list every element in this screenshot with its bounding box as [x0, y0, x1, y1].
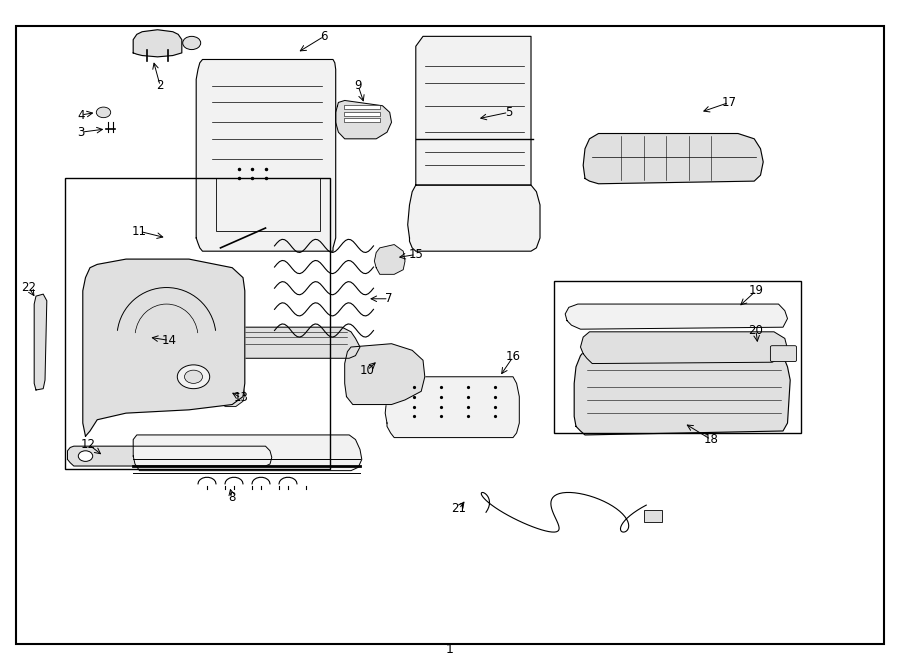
Polygon shape [416, 36, 531, 185]
Bar [554, 281, 801, 433]
Text: 21: 21 [452, 502, 466, 516]
Text: 15: 15 [409, 248, 423, 261]
Text: 9: 9 [355, 79, 362, 93]
Polygon shape [345, 344, 425, 405]
Text: 7: 7 [385, 292, 392, 305]
Text: 8: 8 [229, 490, 236, 504]
Bar [344, 112, 380, 116]
Text: 20: 20 [749, 324, 763, 337]
Text: 5: 5 [505, 106, 512, 119]
Text: 17: 17 [722, 96, 736, 109]
Text: 2: 2 [157, 79, 164, 93]
Circle shape [184, 370, 202, 383]
Bar [65, 178, 330, 469]
Polygon shape [133, 435, 362, 471]
Polygon shape [68, 446, 272, 466]
Polygon shape [196, 59, 336, 251]
Text: 13: 13 [234, 391, 248, 405]
Polygon shape [580, 332, 788, 364]
Bar [216, 178, 320, 231]
Polygon shape [385, 377, 519, 438]
Bar [344, 118, 380, 122]
Polygon shape [34, 294, 47, 390]
Text: 22: 22 [22, 281, 36, 294]
Text: 4: 4 [77, 108, 85, 122]
Polygon shape [133, 30, 182, 57]
Text: 18: 18 [704, 433, 718, 446]
Polygon shape [583, 134, 763, 184]
Text: 14: 14 [162, 334, 176, 347]
Polygon shape [374, 245, 405, 274]
Bar [344, 105, 380, 109]
Polygon shape [336, 100, 392, 139]
Text: 10: 10 [360, 364, 374, 377]
Polygon shape [408, 185, 540, 251]
Text: 12: 12 [81, 438, 95, 451]
Circle shape [177, 365, 210, 389]
Text: 3: 3 [77, 126, 85, 139]
Polygon shape [140, 327, 360, 358]
Polygon shape [220, 377, 245, 407]
Polygon shape [83, 259, 245, 436]
Polygon shape [574, 350, 790, 435]
Text: 1: 1 [446, 642, 454, 656]
Polygon shape [565, 304, 788, 329]
Circle shape [96, 107, 111, 118]
Circle shape [183, 36, 201, 50]
Text: 11: 11 [132, 225, 147, 238]
FancyBboxPatch shape [770, 346, 796, 362]
Text: 6: 6 [320, 30, 328, 43]
Bar [644, 510, 662, 522]
Circle shape [78, 451, 93, 461]
Text: 19: 19 [749, 284, 763, 297]
Text: 16: 16 [506, 350, 520, 364]
